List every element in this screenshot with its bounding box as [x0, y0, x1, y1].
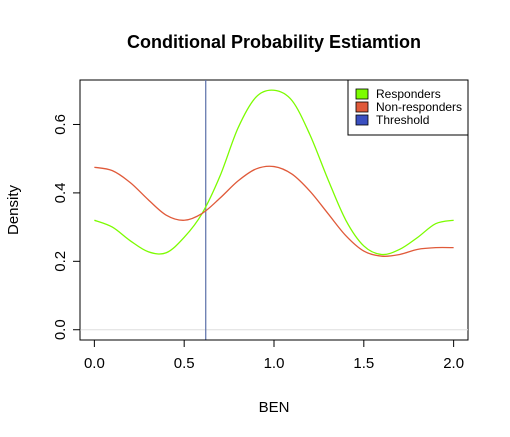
x-axis: 0.0 0.5 1.0 1.5 2.0 [84, 339, 464, 372]
legend-label-non-responders: Non-responders [376, 100, 462, 114]
x-tick-label: 0.5 [174, 355, 195, 372]
legend-swatch-responders [355, 88, 369, 100]
x-tick-label: 1.0 [264, 355, 285, 372]
legend: Responders Non-responders Threshold [347, 79, 469, 136]
legend-label-threshold: Threshold [376, 113, 429, 127]
x-tick-label: 2.0 [443, 355, 464, 372]
y-tick-label: 0.0 [52, 319, 69, 340]
legend-swatch-non-responders [355, 101, 369, 113]
y-axis: 0.0 0.2 0.4 0.6 [52, 114, 81, 340]
x-tick-label: 1.5 [353, 355, 374, 372]
chart-title: Conditional Probability Estiamtion [127, 32, 421, 52]
legend-swatch-threshold [355, 114, 369, 126]
series-line-responders [94, 89, 454, 256]
y-tick-label: 0.6 [52, 114, 69, 135]
legend-label-responders: Responders [376, 87, 441, 101]
series-line-non-responders [94, 165, 454, 257]
x-axis-label: BEN [259, 399, 290, 416]
y-axis-label: Density [5, 184, 22, 235]
y-tick-label: 0.2 [52, 251, 69, 272]
y-tick-label: 0.4 [52, 182, 69, 203]
series-layer [94, 89, 454, 257]
x-tick-label: 0.0 [84, 355, 105, 372]
